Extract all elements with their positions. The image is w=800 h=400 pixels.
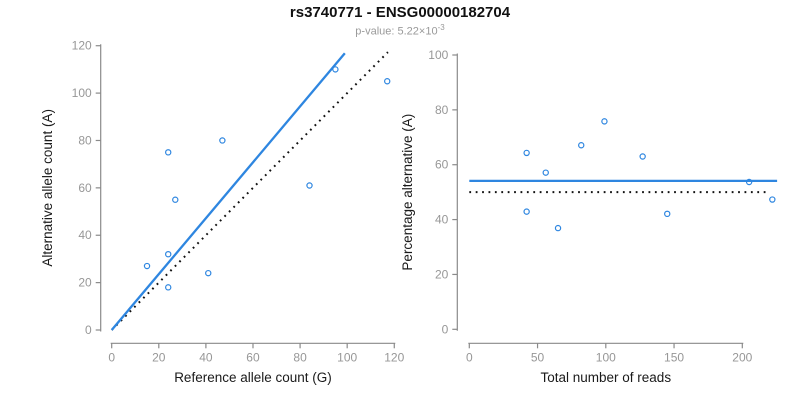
p-value-exponent: -3 — [437, 23, 445, 33]
data-point — [332, 66, 339, 73]
page-title: rs3740771 - ENSG00000182704 — [289, 4, 511, 21]
x-tick-label: 120 — [384, 350, 404, 364]
data-point — [523, 208, 530, 215]
x-tick-label: 0 — [108, 350, 115, 364]
y-axis-title: Alternative allele count (A) — [40, 109, 55, 267]
data-point — [143, 262, 151, 270]
y-tick-label: 60 — [435, 158, 449, 172]
data-point — [578, 142, 585, 149]
data-point — [165, 284, 172, 291]
y-tick-label: 40 — [435, 213, 449, 227]
data-point — [306, 182, 313, 189]
identity-line — [110, 51, 389, 331]
data-point — [384, 78, 391, 85]
data-point — [523, 149, 530, 157]
y-tick-label: 20 — [435, 267, 449, 281]
y-tick-label: 100 — [72, 86, 92, 100]
p-value-text: p-value: 5.22×10 — [355, 25, 438, 38]
y-tick-label: 60 — [78, 181, 92, 195]
x-tick-label: 200 — [732, 350, 752, 364]
y-tick-label: 0 — [85, 323, 92, 337]
x-tick-label: 100 — [337, 350, 357, 364]
data-point — [165, 149, 172, 156]
data-point — [205, 269, 212, 277]
p-value-subtitle: p-value: 5.22×10-3 — [0, 23, 800, 38]
data-point — [172, 196, 179, 203]
data-point — [769, 196, 776, 203]
data-point — [554, 224, 562, 232]
data-point — [664, 210, 671, 218]
y-tick-label: 100 — [428, 48, 448, 62]
data-point — [165, 250, 172, 258]
fit-line — [110, 52, 346, 331]
y-tick-label: 80 — [78, 133, 92, 147]
data-point — [639, 153, 646, 160]
y-tick-label: 20 — [78, 276, 92, 290]
x-tick-label: 80 — [293, 350, 307, 364]
data-point — [745, 178, 753, 186]
data-point — [601, 118, 608, 125]
x-tick-label: 100 — [596, 350, 616, 364]
y-tick-label: 40 — [78, 228, 92, 242]
x-axis-title: Reference allele count (G) — [174, 370, 332, 385]
y-tick-label: 80 — [435, 103, 449, 117]
x-tick-label: 50 — [531, 350, 545, 364]
figure-header: rs3740771 - ENSG00000182704 p-value: 5.2… — [0, 4, 800, 39]
x-tick-label: 0 — [466, 350, 473, 364]
x-tick-label: 20 — [152, 350, 166, 364]
y-axis-title: Percentage alternative (A) — [400, 114, 415, 271]
data-point — [219, 137, 226, 144]
x-axis-title: Total number of reads — [541, 370, 672, 385]
data-point — [542, 169, 549, 176]
y-tick-label: 0 — [442, 322, 449, 336]
x-tick-label: 40 — [199, 350, 213, 364]
x-tick-label: 150 — [664, 350, 684, 364]
x-tick-label: 60 — [246, 350, 260, 364]
y-tick-label: 120 — [72, 39, 92, 53]
